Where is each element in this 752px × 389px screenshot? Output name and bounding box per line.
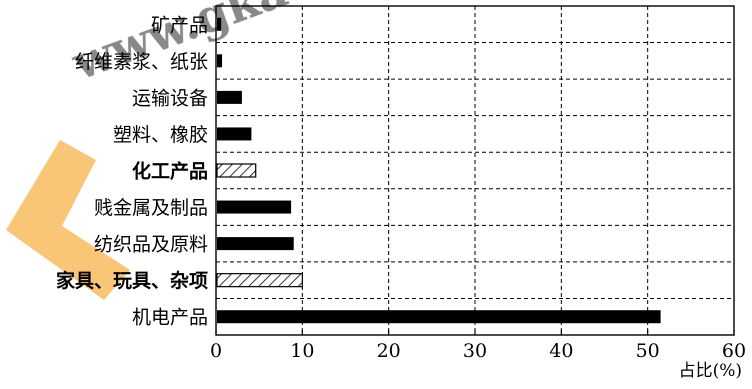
category-label-0: 矿产品 <box>151 14 208 36</box>
plot-frame <box>215 5 735 336</box>
x-axis-title: 占比(%) <box>679 361 742 381</box>
x-tick-label-40: 40 <box>549 340 573 362</box>
x-tick-label-60: 60 <box>722 340 746 362</box>
bar-3 <box>217 127 252 141</box>
x-tick-label-10: 10 <box>290 340 314 362</box>
bar-8 <box>217 310 661 324</box>
bar-7 <box>216 273 303 288</box>
bar-5 <box>217 200 292 214</box>
bar-1 <box>217 54 223 68</box>
category-label-4: 化工产品 <box>132 160 208 183</box>
x-tick-label-50: 50 <box>636 340 660 362</box>
category-labels: 矿产品纤维素浆、纸张运输设备塑料、橡胶化工产品贱金属及制品纺织品及原料家具、玩具… <box>56 14 208 328</box>
category-label-7: 家具、玩具、杂项 <box>56 269 208 292</box>
watermark-arrow-shape <box>6 140 130 300</box>
category-label-3: 塑料、橡胶 <box>113 124 208 146</box>
category-label-6: 纺织品及原料 <box>94 234 208 256</box>
category-label-8: 机电产品 <box>132 307 208 329</box>
x-tick-label-30: 30 <box>463 340 487 362</box>
x-axis-ticks: 0 10 20 30 40 50 60 <box>210 330 746 362</box>
bar-0 <box>217 17 222 31</box>
watermark: www.gkaozx.com <box>6 0 489 300</box>
bars <box>216 17 661 324</box>
category-label-5: 贱金属及制品 <box>94 197 208 219</box>
bar-2 <box>217 90 242 104</box>
category-label-2: 运输设备 <box>132 87 208 109</box>
category-label-1: 纤维素浆、纸张 <box>75 51 208 73</box>
bar-6 <box>217 237 294 251</box>
bar-4 <box>216 163 257 178</box>
watermark-text: www.gkaozx.com <box>64 0 489 91</box>
x-tick-label-20: 20 <box>377 340 401 362</box>
x-tick-label-0: 0 <box>210 340 222 362</box>
